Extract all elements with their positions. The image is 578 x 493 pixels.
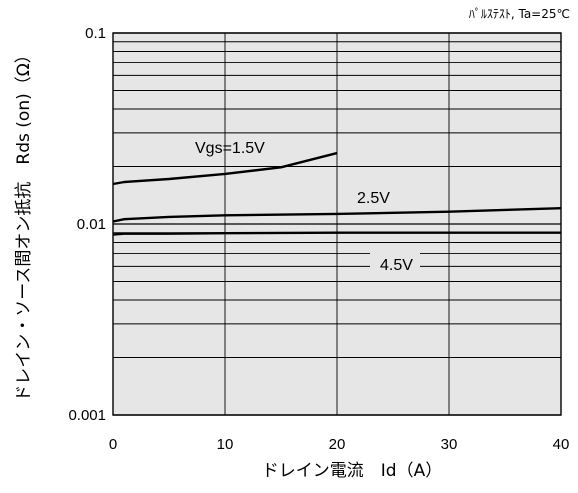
x-tick-label: 30 bbox=[441, 436, 458, 453]
y-axis-title: ドレイン・ソース間オン抵抗 Rds (on)（Ω） bbox=[14, 46, 34, 401]
plot-frame bbox=[112, 32, 562, 416]
tick-labels: 0 10 20 30 40 0.001 0.01 0.1 bbox=[68, 25, 569, 453]
y-tick-label: 0.001 bbox=[68, 407, 106, 424]
series-label-4-5v-backdrop bbox=[370, 252, 420, 274]
condition-label: ﾊﾟﾙｽﾃｽﾄ, Ta=25℃ bbox=[469, 7, 570, 21]
x-axis-title: ドレイン電流 Id（A） bbox=[262, 461, 442, 481]
x-tick-label: 40 bbox=[553, 436, 570, 453]
series-line-1 bbox=[112, 207, 562, 223]
series-label-vgs-1-5v: Vgs=1.5V bbox=[195, 140, 265, 157]
x-tick-label: 0 bbox=[109, 436, 117, 453]
series-label-2-5v: 2.5V bbox=[357, 190, 390, 207]
x-tick-label: 20 bbox=[329, 436, 346, 453]
series-line-0 bbox=[112, 151, 338, 186]
x-tick-label: 10 bbox=[217, 436, 234, 453]
grid bbox=[112, 32, 562, 416]
series-line-2 bbox=[112, 231, 561, 236]
series-label-4-5v: 4.5V bbox=[380, 257, 413, 274]
y-tick-label: 0.1 bbox=[85, 25, 106, 42]
series-group bbox=[112, 151, 562, 236]
y-tick-label: 0.01 bbox=[77, 216, 106, 233]
